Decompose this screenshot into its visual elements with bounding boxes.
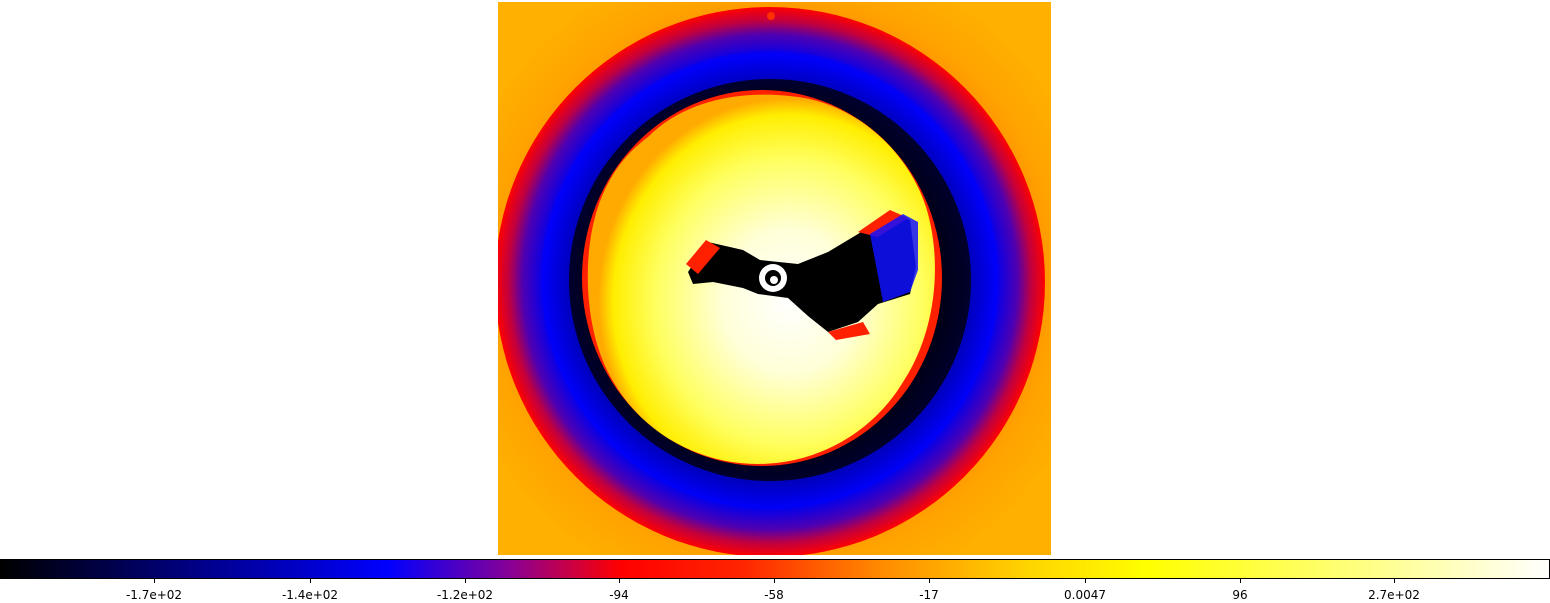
colorbar-tick (310, 578, 311, 583)
central-streak (688, 214, 916, 332)
streak-red-fringe (686, 210, 908, 340)
image-canvas[interactable] (498, 2, 1051, 555)
streak-blue-wing (870, 214, 918, 302)
colorbar-tick (619, 578, 620, 583)
colorbar-label: -1.4e+02 (281, 588, 339, 602)
colorbar-tick (1240, 578, 1241, 583)
colorbar-label: 0.0047 (1064, 588, 1106, 602)
colorbar-tick (929, 578, 930, 583)
colorbar-tick (1085, 578, 1086, 583)
colorbar-label: -1.2e+02 (436, 588, 494, 602)
colorbar-panel: -1.7e+02 -1.4e+02 -1.2e+02 -94 -58 -17 0… (0, 558, 1550, 603)
colorbar-label: -17 (919, 588, 939, 602)
colorbar-label: -94 (609, 588, 629, 602)
hot-pixel (767, 12, 775, 20)
core-spot (770, 276, 778, 284)
colorbar-label: 2.7e+02 (1368, 588, 1420, 602)
colorbar-label: -58 (764, 588, 784, 602)
colorbar[interactable] (0, 559, 1550, 579)
colorbar-tick (1394, 578, 1395, 583)
colorbar-tick (465, 578, 466, 583)
image-frame[interactable] (498, 2, 1051, 555)
colorbar-label: -1.7e+02 (125, 588, 183, 602)
blue-ring-highlight (541, 51, 999, 509)
colorbar-label: 96 (1232, 588, 1248, 602)
colorbar-tick (774, 578, 775, 583)
colorbar-tick (154, 578, 155, 583)
